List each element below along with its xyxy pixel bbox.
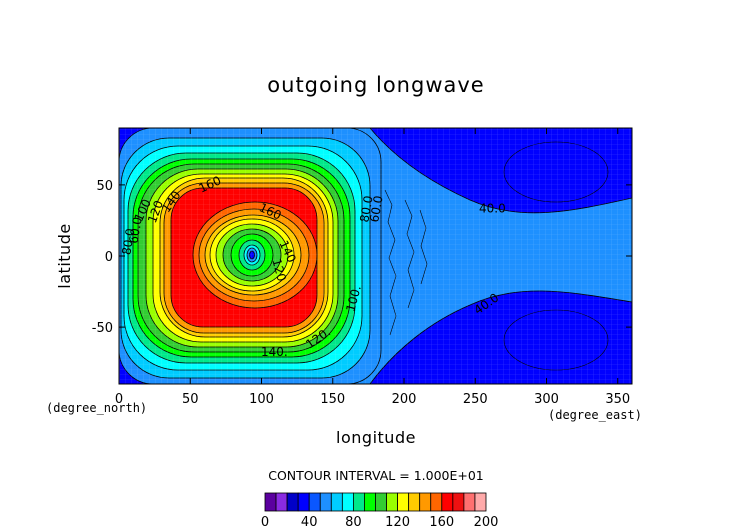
- contour-label: 60.0: [367, 195, 385, 224]
- contour-label: 100.: [343, 284, 363, 313]
- colorbar-swatch: [430, 492, 443, 512]
- x-tick-label: 300: [534, 392, 559, 407]
- colorbar-swatch: [463, 492, 476, 512]
- colorbar-swatch: [286, 492, 299, 512]
- y-tick-label: 50: [96, 179, 113, 194]
- colorbar-ticks: 0 40 80 120 160 200: [261, 515, 499, 530]
- x-tick-label: 200: [392, 392, 417, 407]
- y-axis-label: latitude: [55, 223, 74, 288]
- colorbar-swatch: [264, 492, 277, 512]
- chart-title: outgoing longwave: [267, 73, 484, 97]
- plot-area: 60.080.0100120140160160140120140.120.100…: [119, 128, 632, 384]
- colorbar-swatch: [308, 492, 321, 512]
- colorbar-swatch: [297, 492, 310, 512]
- colorbar-swatch: [452, 492, 465, 512]
- colorbar-tick-label: 80: [345, 515, 362, 530]
- x-tick-label: 150: [320, 392, 345, 407]
- contour-label: 60.0: [126, 216, 144, 245]
- colorbar-swatch: [352, 492, 365, 512]
- x-tick-label: 350: [605, 392, 630, 407]
- y-axis-units: (degree_north): [46, 401, 147, 415]
- colorbar-swatch: [275, 492, 288, 512]
- colorbar-swatch: [474, 492, 487, 512]
- colorbar-tick-label: 0: [261, 515, 269, 530]
- colorbar: [264, 492, 487, 512]
- colorbar-swatch: [397, 492, 410, 512]
- contour-label: 120: [269, 257, 288, 283]
- colorbar-swatch: [375, 492, 387, 512]
- grid-texture: [119, 128, 632, 384]
- colorbar-tick-label: 120: [385, 515, 410, 530]
- contour-label: 80.0: [119, 227, 137, 256]
- x-tick-label: 100: [249, 392, 274, 407]
- y-tick-label: 0: [105, 250, 113, 265]
- y-axis: -50 0 50: [92, 179, 632, 336]
- x-axis-label: longitude: [336, 428, 416, 447]
- colorbar-swatch: [319, 492, 332, 512]
- y-tick-label: -50: [92, 321, 113, 336]
- colorbar-swatch: [441, 492, 454, 512]
- contour-interval-label: CONTOUR INTERVAL = 1.000E+01: [268, 468, 484, 483]
- colorbar-swatch: [386, 492, 398, 512]
- colorbar-swatch: [341, 492, 354, 512]
- contour-label: 40.0: [479, 202, 506, 216]
- colorbar-tick-label: 160: [429, 515, 454, 530]
- x-axis: 0 50 100 150 200 250 300 350: [115, 128, 630, 407]
- contour-label: 140.: [261, 345, 288, 359]
- colorbar-swatch: [364, 492, 376, 512]
- x-tick-label: 250: [463, 392, 488, 407]
- colorbar-swatch: [419, 492, 432, 512]
- colorbar-swatch: [408, 492, 421, 512]
- x-tick-label: 50: [182, 392, 199, 407]
- contour-label: 80.0: [357, 195, 375, 224]
- x-tick-label: 0: [115, 392, 123, 407]
- x-axis-units: (degree_east): [548, 408, 642, 422]
- colorbar-tick-label: 40: [301, 515, 318, 530]
- colorbar-tick-label: 200: [474, 515, 499, 530]
- colorbar-swatch: [330, 492, 343, 512]
